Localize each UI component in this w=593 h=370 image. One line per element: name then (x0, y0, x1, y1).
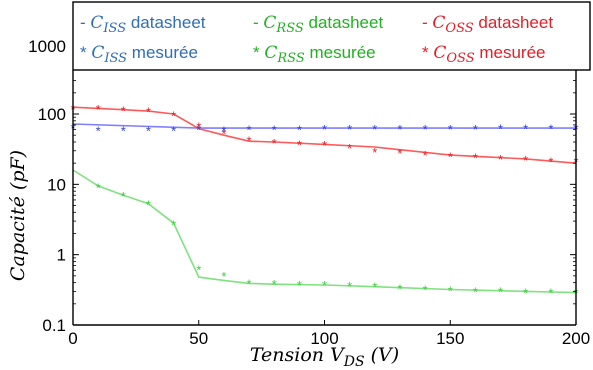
data-point: * (397, 146, 402, 161)
data-point: * (146, 105, 151, 120)
data-point: * (548, 285, 553, 300)
data-point: * (146, 197, 151, 212)
data-point: * (196, 262, 201, 277)
data-point: * (372, 122, 377, 137)
data-point: * (121, 103, 126, 118)
data-point: * (322, 122, 327, 137)
data-point: * (423, 122, 428, 137)
series-line-1 (72, 169, 577, 294)
data-point: * (473, 284, 478, 299)
data-point: * (221, 269, 226, 284)
data-point: * (171, 109, 176, 124)
data-point: * (448, 283, 453, 298)
data-point: * (247, 133, 252, 148)
data-point: * (548, 122, 553, 137)
x-axis-title: Tension VDS (V) (250, 344, 399, 370)
data-point: * (473, 122, 478, 137)
data-point: * (498, 284, 503, 299)
data-point: * (272, 136, 277, 151)
data-point: * (372, 145, 377, 160)
x-tick-label: 50 (189, 329, 208, 348)
data-point: * (96, 124, 101, 139)
legend-entry: - CISS datasheet (80, 13, 206, 36)
legend-entry: * COSS mesurée (422, 43, 545, 66)
series-line-0 (72, 123, 576, 129)
data-point: * (171, 124, 176, 139)
data-point: * (96, 181, 101, 196)
data-point: * (397, 282, 402, 297)
data-point: * (297, 123, 302, 138)
y-tick-label: 10 (47, 175, 66, 194)
legend-box (72, 1, 591, 71)
data-point: * (473, 151, 478, 166)
legend-entry: - CRSS datasheet (253, 13, 383, 36)
y-tick-label: 100 (38, 105, 66, 124)
data-point: * (322, 138, 327, 153)
data-point: * (523, 122, 528, 137)
y-tick-label: 1 (57, 246, 66, 265)
data-point: * (171, 217, 176, 232)
legend-entry: * CISS mesurée (80, 43, 198, 66)
data-point: * (247, 276, 252, 291)
data-point: * (221, 126, 226, 141)
x-tick-label: 200 (562, 329, 590, 348)
y-tick-label: 1000 (28, 37, 66, 56)
data-point: * (272, 277, 277, 292)
series-line-2 (72, 106, 577, 164)
y-tick-label: 0.1 (42, 316, 66, 335)
data-point: * (347, 122, 352, 137)
data-point: * (498, 122, 503, 137)
data-point: * (146, 124, 151, 139)
data-point: * (221, 124, 226, 139)
data-point: * (423, 282, 428, 297)
data-point: * (96, 102, 101, 117)
data-point: * (322, 278, 327, 293)
x-tick-label: 0 (68, 329, 77, 348)
data-point: * (548, 155, 553, 170)
data-point: * (247, 123, 252, 138)
data-point: * (347, 141, 352, 156)
data-point: * (196, 123, 201, 138)
data-point: * (448, 149, 453, 164)
x-tick-label: 150 (436, 329, 464, 348)
data-point: * (121, 189, 126, 204)
data-point: * (397, 122, 402, 137)
data-point: * (196, 120, 201, 135)
data-point: * (372, 280, 377, 295)
data-point: * (347, 279, 352, 294)
y-axis-title: Capacité (pF) (7, 150, 29, 281)
plot-area: * * * * * * * * * * * * * * * * * * * * * * * * * * * * * * * * * * * * * * * *… (70, 102, 578, 301)
data-point: * (448, 122, 453, 137)
data-point: * (423, 148, 428, 163)
data-point: * (297, 137, 302, 152)
data-point: * (523, 285, 528, 300)
legend-entry: * CRSS mesurée (253, 43, 376, 66)
x-tick-label: 100 (310, 329, 338, 348)
data-point: * (498, 152, 503, 167)
data-point: * (523, 153, 528, 168)
data-point: * (121, 124, 126, 139)
legend: - CISS datasheet - CRSS datasheet - COSS d… (72, 1, 591, 71)
data-point: * (297, 278, 302, 293)
legend-entry: - COSS datasheet (422, 13, 553, 36)
axes: 0 50 100 150 200 0.1 1 10 100 1000 Tension VDS (V)… (7, 37, 590, 370)
data-point: * (272, 123, 277, 138)
